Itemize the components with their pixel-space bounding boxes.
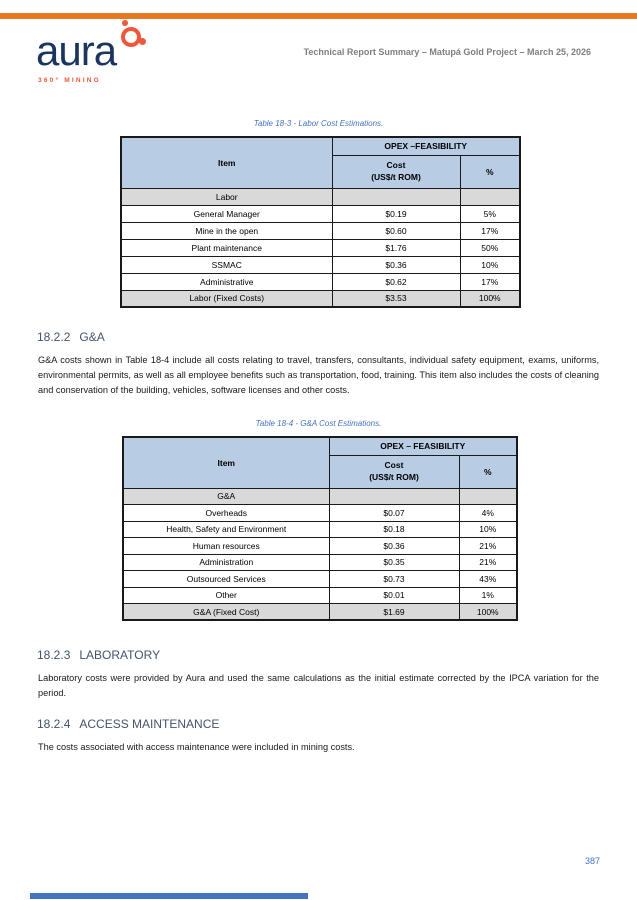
table-row: Administrative $0.62 17% — [120, 272, 521, 291]
table-row: SSMAC $0.36 10% — [120, 255, 521, 274]
cell-item: Overheads — [122, 504, 330, 522]
table-row: Health, Safety and Environment $0.18 10% — [122, 520, 518, 538]
cell-pct: 50% — [459, 238, 521, 257]
col-header-item: Item — [120, 136, 333, 189]
cell-cost: $0.07 — [328, 504, 460, 522]
cell-pct: 17% — [459, 272, 521, 291]
cell-pct: 10% — [459, 255, 521, 274]
cell-pct: 21% — [458, 553, 518, 571]
table-caption: Table 18-3 - Labor Cost Estimations. — [253, 119, 384, 128]
cell-item: Plant maintenance — [120, 238, 333, 257]
table-total-row: G&A (Fixed Cost) $1.69 100% — [122, 603, 518, 621]
cell-item: Labor (Fixed Costs) — [120, 289, 333, 308]
section-title: G&A — [79, 330, 105, 344]
section-paragraph: G&A costs shown in Table 18-4 include al… — [38, 355, 599, 395]
cell-cost — [331, 187, 461, 206]
cell-cost — [328, 487, 460, 505]
cell-item: G&A — [122, 487, 330, 505]
section-heading-access-maintenance: 18.2.4 ACCESS MAINTENANCE — [37, 717, 219, 731]
cell-pct: 5% — [459, 204, 521, 223]
cell-pct: 17% — [459, 221, 521, 240]
cell-pct: 10% — [458, 520, 518, 538]
cell-cost: $1.69 — [328, 603, 460, 621]
labor-cost-table: Item OPEX –FEASIBILITY Cost (US$/t ROM) … — [120, 136, 521, 308]
cell-item: Health, Safety and Environment — [122, 520, 330, 538]
cell-pct: 4% — [458, 504, 518, 522]
cell-pct: 43% — [458, 570, 518, 588]
cell-item: Mine in the open — [120, 221, 333, 240]
table-row: Administration $0.35 21% — [122, 553, 518, 571]
cell-item: General Manager — [120, 204, 333, 223]
aura-logo-dot-icon — [139, 38, 146, 45]
cell-cost: $0.73 — [328, 570, 460, 588]
section-heading-gna: 18.2.2 G&A — [37, 330, 105, 344]
section-number: 18.2.2 — [37, 330, 71, 344]
cell-pct: 100% — [458, 603, 518, 621]
table-row: G&A — [122, 487, 518, 505]
cell-item: Other — [122, 586, 330, 604]
cell-cost: $1.76 — [331, 238, 461, 257]
col-header-opex: OPEX – FEASIBILITY — [328, 436, 518, 456]
cell-cost: $0.35 — [328, 553, 460, 571]
col-header-cost: Cost (US$/t ROM) — [331, 154, 461, 189]
col-header-opex: OPEX –FEASIBILITY — [331, 136, 521, 156]
table-row: Overheads $0.07 4% — [122, 504, 518, 522]
cell-pct — [459, 187, 521, 206]
footer-accent-bar — [30, 893, 308, 899]
table-row: Plant maintenance $1.76 50% — [120, 238, 521, 257]
table-row: General Manager $0.19 5% — [120, 204, 521, 223]
cell-cost: $0.19 — [331, 204, 461, 223]
cost-label: Cost — [384, 460, 404, 471]
col-header-item: Item — [122, 436, 330, 489]
col-header-percent: % — [458, 454, 518, 489]
col-header-cost: Cost (US$/t ROM) — [328, 454, 460, 489]
section-heading-laboratory: 18.2.3 LABORATORY — [37, 648, 160, 662]
section-number: 18.2.3 — [37, 648, 71, 662]
cell-cost: $0.60 — [331, 221, 461, 240]
brand-tagline: 360° MINING — [38, 77, 101, 84]
cell-item: Administration — [122, 553, 330, 571]
cell-pct: 100% — [459, 289, 521, 308]
cell-pct: 21% — [458, 537, 518, 555]
cell-item: Labor — [120, 187, 333, 206]
table-row: Mine in the open $0.60 17% — [120, 221, 521, 240]
cost-unit: (US$/t ROM) — [369, 471, 419, 482]
cell-cost: $0.62 — [331, 272, 461, 291]
section-title: LABORATORY — [79, 648, 161, 662]
table-total-row: Labor (Fixed Costs) $3.53 100% — [120, 289, 521, 308]
section-paragraph: Laboratory costs were provided by Aura a… — [38, 673, 599, 698]
cell-item: SSMAC — [120, 255, 333, 274]
cell-item: Outsourced Services — [122, 570, 330, 588]
table-row: Other $0.01 1% — [122, 586, 518, 604]
col-header-percent: % — [459, 154, 521, 189]
aura-logo-dot-icon — [122, 20, 128, 26]
cell-item: Administrative — [120, 272, 333, 291]
aura-logo: aura — [36, 27, 117, 74]
cell-cost: $0.36 — [331, 255, 461, 274]
cell-item: Human resources — [122, 537, 330, 555]
page-number: 387 — [584, 856, 600, 866]
cell-cost: $0.01 — [328, 586, 460, 604]
table-row: Human resources $0.36 21% — [122, 537, 518, 555]
top-accent-bar — [0, 13, 637, 19]
cell-cost: $0.18 — [328, 520, 460, 538]
cell-pct: 1% — [458, 586, 518, 604]
gna-cost-table: Item OPEX – FEASIBILITY Cost (US$/t ROM)… — [122, 436, 518, 621]
section-title: ACCESS MAINTENANCE — [79, 717, 220, 731]
section-paragraph: The costs associated with access mainten… — [38, 742, 355, 752]
cell-item: G&A (Fixed Cost) — [122, 603, 330, 621]
section-number: 18.2.4 — [37, 717, 71, 731]
cost-label: Cost — [386, 160, 406, 171]
cell-pct — [458, 487, 518, 505]
document-header-title: Technical Report Summary – Matupá Gold P… — [303, 47, 591, 57]
table-row: Outsourced Services $0.73 43% — [122, 570, 518, 588]
table-caption: Table 18-4 - G&A Cost Estimations. — [255, 419, 382, 428]
cell-cost: $3.53 — [331, 289, 461, 308]
cost-unit: (US$/t ROM) — [371, 171, 421, 182]
cell-cost: $0.36 — [328, 537, 460, 555]
table-row: Labor — [120, 187, 521, 206]
aura-logo-ring-icon — [121, 27, 141, 47]
